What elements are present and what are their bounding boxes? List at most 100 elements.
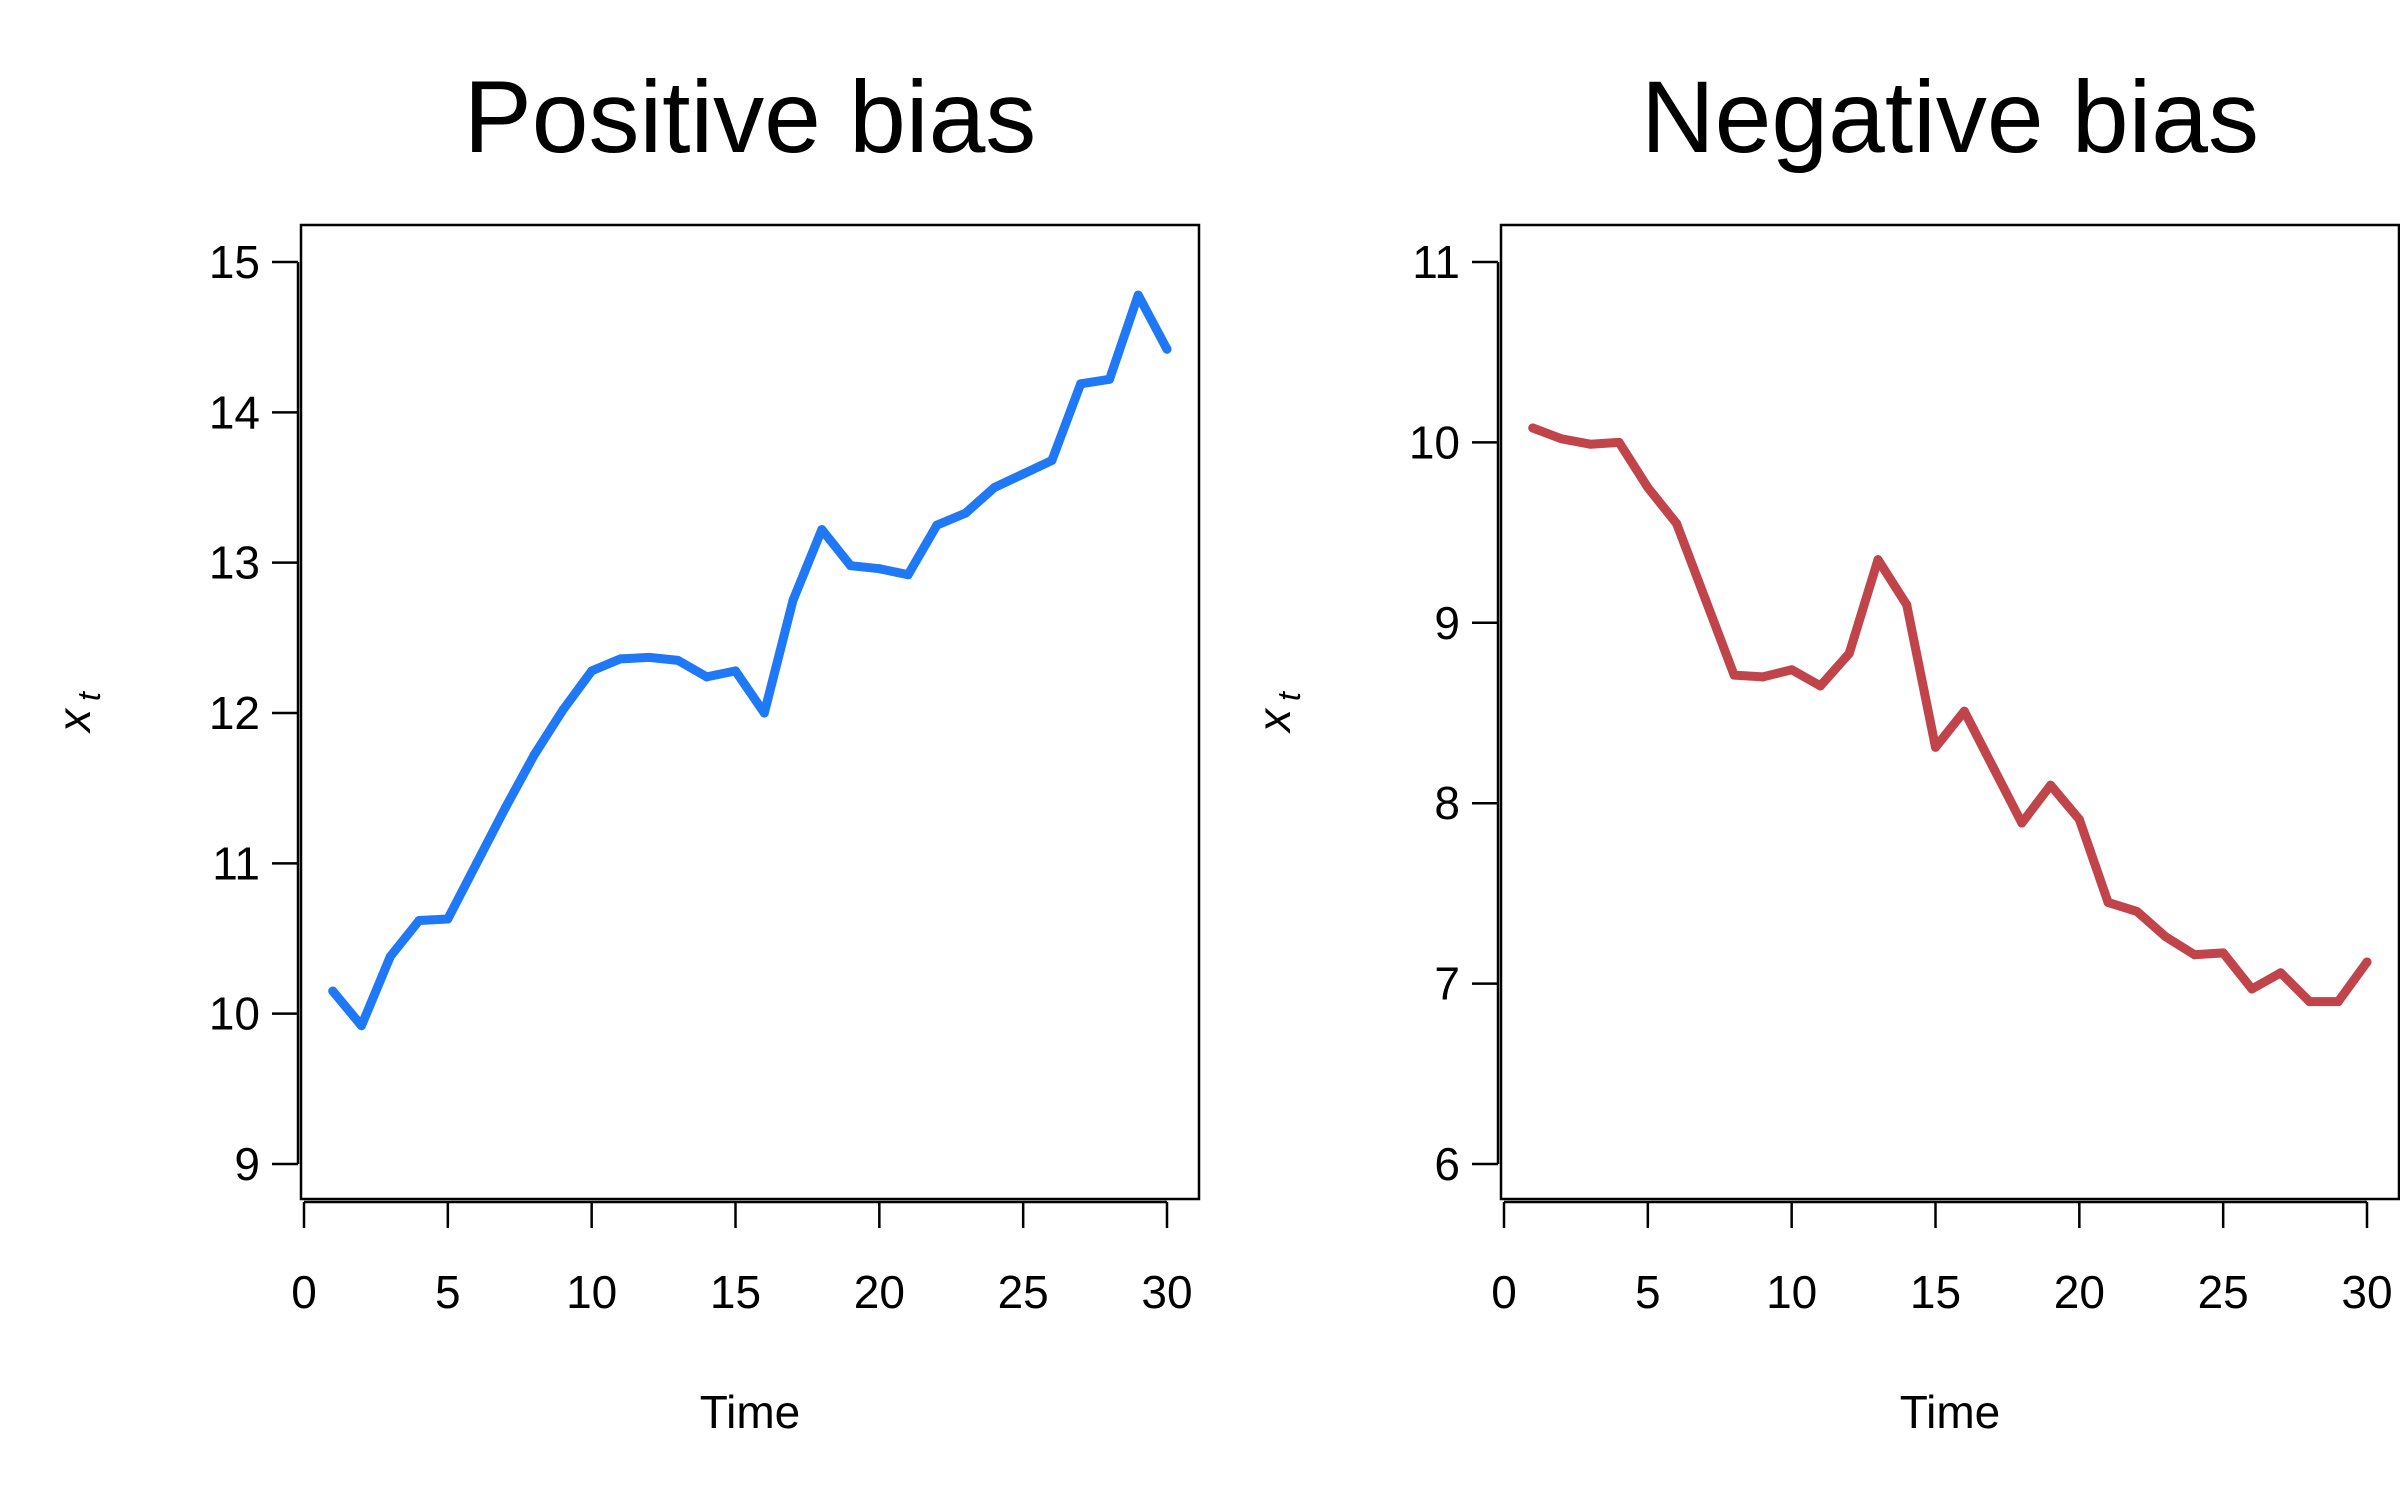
data-point bbox=[2304, 997, 2314, 1007]
data-point bbox=[1076, 379, 1086, 389]
data-point bbox=[1643, 483, 1653, 492]
data-point bbox=[2276, 968, 2286, 978]
data-point bbox=[1018, 469, 1028, 479]
chart-panel-1: Positive bias 0 5 10 15 20 25 30 9 10 11 12 13 14 15 Ti… bbox=[48, 60, 1201, 1438]
data-point bbox=[1614, 437, 1624, 447]
data-point bbox=[2074, 814, 2084, 824]
data-point bbox=[874, 564, 884, 574]
y-tick-label: 9 bbox=[1434, 597, 1460, 649]
plot-frame bbox=[299, 223, 1201, 1201]
data-point bbox=[2046, 780, 2056, 790]
y-tick-label: 15 bbox=[209, 236, 260, 288]
data-point bbox=[2103, 897, 2113, 907]
data-point bbox=[1585, 439, 1595, 449]
data-point bbox=[1700, 594, 1710, 604]
data-point bbox=[1133, 290, 1143, 300]
data-point bbox=[961, 508, 971, 518]
x-tick-label: 15 bbox=[710, 1266, 761, 1318]
x-axis-label: Time bbox=[700, 1386, 801, 1438]
data-point bbox=[1528, 423, 1538, 433]
series-line bbox=[328, 290, 1172, 1031]
y-tick-label: 11 bbox=[212, 837, 260, 889]
x-tick-label: 15 bbox=[1910, 1266, 1961, 1318]
data-point bbox=[1873, 555, 1883, 565]
x-tick-label: 20 bbox=[854, 1266, 905, 1318]
x-tick-label: 30 bbox=[2341, 1266, 2392, 1318]
y-axis-label-main: x bbox=[1248, 707, 1300, 734]
data-point bbox=[903, 570, 913, 580]
x-axis-label: Time bbox=[1900, 1386, 2001, 1438]
data-point bbox=[1959, 706, 1969, 716]
chart-title: Negative bias bbox=[1641, 60, 2259, 174]
y-tick-label: 13 bbox=[209, 537, 260, 589]
data-point bbox=[2161, 932, 2171, 942]
y-tick-label: 7 bbox=[1434, 958, 1460, 1010]
data-point bbox=[932, 520, 942, 530]
data-point bbox=[615, 654, 625, 664]
y-tick-label: 10 bbox=[209, 988, 260, 1040]
data-point bbox=[1104, 374, 1114, 384]
data-point bbox=[587, 666, 597, 676]
data-point bbox=[1557, 434, 1567, 444]
y-tick-label: 14 bbox=[209, 386, 260, 438]
y-axis-label-subscript: t bbox=[1271, 691, 1307, 701]
svg-text:xt: xt bbox=[48, 691, 107, 734]
data-point bbox=[1672, 519, 1682, 529]
series-1 bbox=[1528, 423, 2372, 1007]
data-point bbox=[817, 525, 827, 535]
data-point bbox=[2247, 984, 2257, 994]
x-tick-label: 25 bbox=[2198, 1266, 2249, 1318]
y-tick-label: 10 bbox=[1409, 416, 1460, 468]
data-point bbox=[644, 652, 654, 662]
y-axis-label: xt bbox=[48, 691, 107, 734]
data-point bbox=[1758, 672, 1768, 682]
data-point bbox=[414, 915, 424, 925]
data-point bbox=[1162, 344, 1172, 354]
y-tick-label: 12 bbox=[209, 687, 260, 739]
data-point bbox=[673, 655, 683, 665]
x-tick-label: 0 bbox=[291, 1266, 317, 1318]
data-point bbox=[500, 803, 510, 813]
x-tick-label: 10 bbox=[1766, 1266, 1817, 1318]
data-point bbox=[788, 595, 798, 605]
data-point bbox=[1787, 665, 1797, 675]
data-point bbox=[2017, 818, 2027, 828]
data-point bbox=[2362, 957, 2372, 967]
chart-panel-2: Negative bias 0 5 10 15 20 25 30 6 7 8 9 10 11 Time xt bbox=[1248, 60, 2400, 1438]
y-axis-label: xt bbox=[1248, 691, 1307, 734]
y-axis-label-main: x bbox=[48, 707, 100, 734]
data-point bbox=[1729, 670, 1739, 680]
data-point bbox=[1047, 455, 1057, 465]
series-1 bbox=[328, 290, 1172, 1031]
x-tick-label: 0 bbox=[1491, 1266, 1517, 1318]
x-tick-label: 30 bbox=[1141, 1266, 1192, 1318]
data-point bbox=[846, 561, 856, 571]
y-tick-label: 6 bbox=[1434, 1138, 1460, 1190]
y-tick-label: 11 bbox=[1412, 236, 1460, 288]
data-point bbox=[357, 1021, 367, 1031]
data-point bbox=[558, 705, 568, 715]
data-point bbox=[385, 952, 395, 962]
data-point bbox=[2218, 948, 2228, 958]
data-point bbox=[759, 708, 769, 718]
y-tick-label: 8 bbox=[1434, 777, 1460, 829]
data-point bbox=[328, 986, 338, 996]
data-point bbox=[1988, 762, 1998, 772]
data-point bbox=[472, 858, 482, 868]
x-tick-label: 25 bbox=[998, 1266, 1049, 1318]
data-point bbox=[2333, 997, 2343, 1007]
data-point bbox=[1844, 648, 1854, 658]
data-point bbox=[1815, 681, 1825, 691]
plot-frame bbox=[1499, 223, 2400, 1201]
x-tick-label: 5 bbox=[435, 1266, 461, 1318]
x-tick-label: 5 bbox=[1635, 1266, 1661, 1318]
svg-text:xt: xt bbox=[1248, 691, 1307, 734]
data-point bbox=[989, 483, 999, 492]
y-axis-label-subscript: t bbox=[71, 691, 107, 701]
data-point bbox=[2189, 950, 2199, 960]
data-point bbox=[2132, 906, 2142, 916]
data-point bbox=[529, 750, 539, 760]
data-point bbox=[702, 672, 712, 682]
data-point bbox=[1931, 742, 1940, 752]
